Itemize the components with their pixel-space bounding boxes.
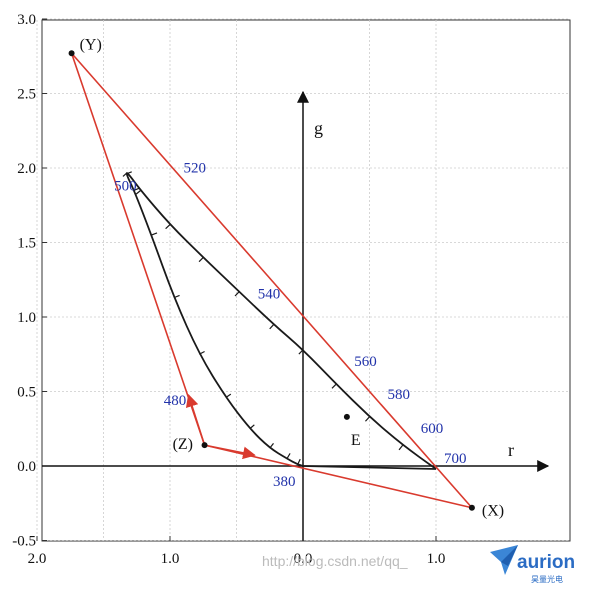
locus-tick — [122, 172, 128, 177]
x-tick-label: 1.0 — [161, 551, 180, 567]
locus-tick — [165, 224, 171, 230]
wavelength-label: 380 — [273, 474, 296, 490]
locus-tick — [286, 453, 291, 459]
primary-label: (Z) — [173, 436, 193, 453]
wavelength-label: 600 — [421, 421, 444, 437]
x-tick-label: 1.0 — [427, 551, 446, 567]
watermark: http://blog.csdn.net/qq_ — [262, 553, 408, 569]
g-axis-label: g — [314, 118, 323, 138]
x-tick-label: 0.0 — [294, 551, 313, 567]
y-tick-label: -0.5 — [12, 534, 36, 550]
plot-frame — [41, 19, 571, 542]
primary-point — [68, 50, 75, 57]
locus-tick — [249, 424, 255, 430]
g-direction-arrow — [185, 393, 206, 446]
y-tick-label: 2.0 — [17, 161, 36, 177]
x-tick-label: 2.0 — [28, 551, 47, 567]
grid — [36, 18, 570, 541]
locus-tick — [151, 232, 158, 236]
locus-tick — [398, 444, 404, 451]
primary-label: (X) — [482, 503, 504, 520]
locus-tick — [269, 324, 275, 330]
svg-text:昊量光电: 昊量光电 — [531, 574, 563, 584]
wavelength-label: 560 — [354, 354, 377, 370]
triangle-edge-xy — [70, 52, 473, 509]
wavelength-label: 540 — [258, 286, 281, 302]
primary-label: (Y) — [80, 36, 102, 53]
white-point — [343, 413, 350, 420]
white-point-label: E — [351, 432, 361, 449]
locus-tick — [269, 443, 274, 449]
triangle-edge-yz — [70, 53, 206, 446]
y-tick-label: 0.5 — [17, 385, 36, 401]
r-axis-label: r — [508, 440, 514, 460]
locus-tick — [225, 393, 232, 398]
r-direction-arrow — [204, 444, 256, 460]
spectral-locus — [122, 171, 437, 470]
triangle-edge-zx — [204, 444, 473, 509]
locus-tick — [198, 350, 205, 355]
locus-tick — [364, 416, 370, 422]
y-tick-label: 2.5 — [17, 87, 36, 103]
locus-tick — [173, 294, 180, 299]
tick-labels: 3.02.52.01.51.00.50.0-0.52.0 1.0 0.0 1.0 — [12, 12, 445, 567]
locus-tick — [234, 291, 240, 297]
company-logo: aurion 昊量光电 — [490, 545, 575, 584]
xyz-triangle: (X) (Y) (Z) E — [68, 36, 504, 520]
wavelength-label: 700 — [444, 451, 467, 467]
wavelength-label: 580 — [388, 387, 411, 403]
locus-tick — [133, 187, 140, 191]
y-tick-label: 1.0 — [17, 310, 36, 326]
locus-tick — [198, 256, 204, 263]
locus-tick — [297, 458, 301, 465]
wavelength-label: 520 — [183, 160, 206, 176]
spectral-locus-curve — [125, 172, 437, 470]
y-tick-label: 0.0 — [17, 459, 36, 475]
locus-tick — [298, 349, 304, 355]
locus-tick — [331, 383, 337, 389]
locus-tick — [135, 189, 142, 195]
wavelength-label: 480 — [164, 393, 187, 409]
y-tick-label: 3.0 — [17, 12, 36, 28]
purple-line — [302, 465, 437, 470]
y-tick-label: 1.5 — [17, 236, 36, 252]
svg-text:aurion: aurion — [517, 552, 575, 573]
primary-point — [468, 504, 475, 511]
primary-point — [201, 442, 208, 449]
wavelength-label: 500 — [114, 178, 137, 194]
